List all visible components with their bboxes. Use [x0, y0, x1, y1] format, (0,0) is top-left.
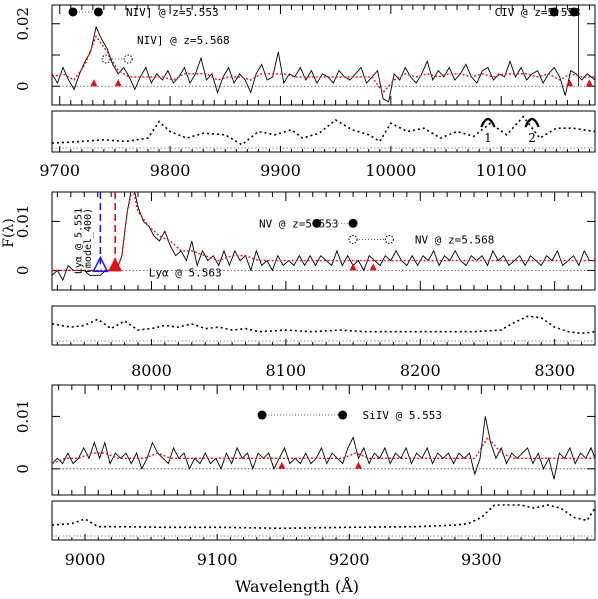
line-annotation: SiIV @ 5.553 [362, 409, 441, 422]
line-marker-triangle [585, 79, 593, 87]
y-tick-label: 0 [14, 464, 32, 474]
line-marker-triangle [349, 263, 357, 271]
sky-feature [480, 117, 496, 128]
sky-frame [51, 500, 596, 541]
x-tick-label: 8100 [266, 361, 307, 380]
line-marker-triangle [566, 79, 574, 87]
spectrum-line [52, 192, 595, 282]
line-annotation: NIV] @ z=5.553 [126, 6, 219, 19]
lya-blue-triangle [92, 255, 109, 273]
x-tick-label: 9700 [39, 161, 80, 180]
marker-filled [257, 410, 267, 420]
y-tick-label: 0.01 [14, 400, 32, 433]
panel-top: 0 0.02 9700 9800 9900 10000 10100 NIV] @ z=5.55… [14, 4, 596, 180]
model-line [52, 192, 595, 272]
marker-filled [93, 7, 103, 17]
spectrum-line [52, 25, 595, 103]
lya-red-triangle [108, 257, 123, 272]
sky-spectrum [51, 315, 596, 335]
y-tick-label: 0.02 [14, 7, 32, 40]
y-axis-label: F(λ) [1, 218, 17, 248]
sky-spectrum [51, 115, 596, 146]
marker-filled [569, 7, 579, 17]
marker-filled [348, 218, 358, 228]
model-line [52, 436, 595, 465]
x-tick-label: 9000 [65, 550, 106, 569]
x-tick-label: 8200 [400, 361, 441, 380]
plot-frame [51, 384, 596, 496]
x-tick-label: 8000 [131, 361, 172, 380]
x-tick-label: 9200 [329, 550, 370, 569]
line-annotation: NIV] @ z=5.568 [137, 34, 230, 47]
x-tick-label: 9900 [260, 161, 301, 180]
line-marker-triangle [278, 461, 286, 469]
y-tick-label: 0.01 [14, 205, 32, 238]
sky-spectrum [51, 504, 596, 530]
x-tick-label: 8300 [534, 361, 575, 380]
x-tick-label: 9800 [150, 161, 191, 180]
line-annotation: Lyα @ 5.551 [74, 208, 85, 274]
spectrum-line [52, 416, 595, 480]
line-marker-triangle [355, 461, 363, 469]
marker-filled [68, 7, 78, 17]
x-axis-label: Wavelength (Å) [235, 576, 359, 596]
marker-filled [312, 218, 322, 228]
x-tick-label: 9300 [461, 550, 502, 569]
marker-filled [549, 7, 559, 17]
line-marker-triangle [114, 79, 122, 87]
model-line [52, 34, 595, 94]
marker-filled [338, 410, 348, 420]
sky-frame [51, 110, 596, 153]
y-tick-label: 0 [14, 81, 32, 91]
sky-feature-label: 2 [528, 131, 536, 145]
x-tick-label: 10000 [365, 161, 416, 180]
sky-feature-label: 1 [484, 131, 492, 145]
x-tick-label: 9100 [197, 550, 238, 569]
panel-bottom: 0 0.01 9000 9100 9200 9300 SiIV @ 5.553 [14, 384, 596, 569]
marker-open [101, 54, 111, 64]
line-marker-triangle [369, 263, 377, 271]
marker-open [384, 234, 394, 244]
marker-open [123, 54, 133, 64]
line-annotation: Lyα @ 5.563 [149, 266, 222, 279]
sky-frame [51, 305, 596, 346]
line-annotation: NV @ z=5.568 [415, 233, 494, 246]
line-annotation: (model_400) [83, 208, 94, 274]
line-annotation: CIV @ z=5.553 [495, 6, 581, 19]
x-tick-label: 10100 [476, 161, 527, 180]
y-tick-label: 0 [14, 266, 32, 276]
line-marker-triangle [90, 79, 98, 87]
plot-frame [51, 191, 596, 291]
marker-open [348, 234, 358, 244]
plot-frame [51, 4, 596, 106]
sky-feature [524, 117, 540, 128]
